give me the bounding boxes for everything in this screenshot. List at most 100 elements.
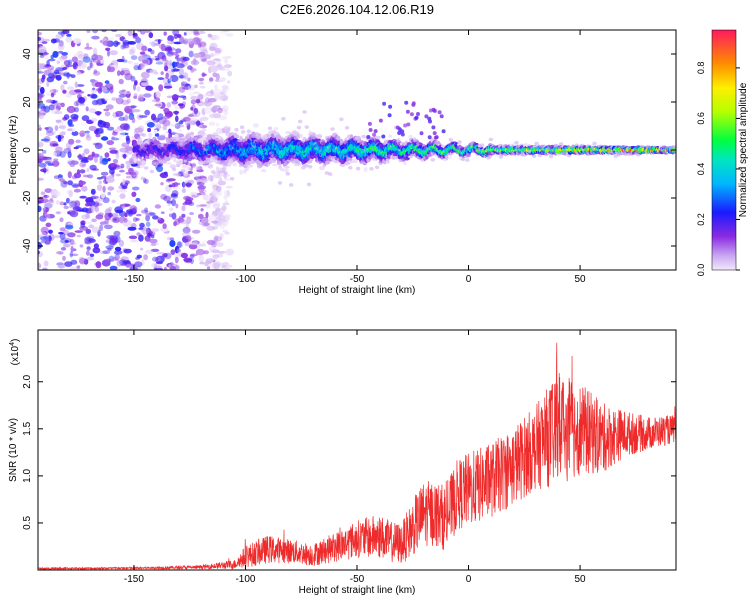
heatmap-cell — [106, 140, 115, 146]
heatmap-cell — [198, 77, 205, 82]
heatmap-cell — [63, 147, 72, 154]
heatmap-cell — [278, 165, 282, 170]
heatmap-cell — [212, 72, 218, 78]
heatmap-cell — [211, 182, 218, 187]
heatmap-cell — [150, 234, 155, 239]
heatmap-cell — [142, 227, 150, 235]
heatmap-cell — [77, 154, 83, 159]
heatmap-cell — [210, 106, 218, 113]
heatmap-cell — [78, 54, 84, 60]
heatmap-cell — [122, 248, 128, 254]
heatmap-cell — [247, 164, 254, 168]
heatmap-cell — [223, 194, 228, 200]
heatmap-cell — [131, 191, 137, 197]
heatmap-cell — [40, 231, 47, 239]
heatmap-cell — [124, 212, 128, 218]
heatmap-cell — [189, 253, 198, 257]
heatmap-cell — [273, 127, 279, 131]
heatmap-cell — [94, 206, 100, 213]
heatmap-cell — [86, 256, 95, 261]
heatmap-cell — [206, 225, 216, 231]
heatmap-cell — [205, 211, 209, 219]
heatmap-cell — [212, 262, 221, 269]
heatmap-cell — [125, 175, 131, 179]
heatmap-cell — [227, 251, 232, 255]
heatmap-cell — [145, 212, 150, 216]
heatmap-cell — [217, 79, 223, 83]
heatmap-cell — [124, 150, 129, 154]
heatmap-cell — [75, 145, 83, 148]
heatmap-cell — [201, 57, 207, 61]
heatmap-cell — [193, 30, 199, 34]
heatmap-cell — [122, 178, 126, 185]
heatmap-cell — [162, 125, 168, 131]
heatmap-cell — [49, 68, 54, 74]
heatmap-cell — [177, 241, 184, 248]
heatmap-cell — [213, 52, 220, 56]
heatmap-cell — [87, 66, 91, 71]
heatmap-cell — [196, 204, 201, 208]
heatmap-cell — [163, 171, 168, 175]
heatmap-cell — [363, 167, 368, 173]
heatmap-cell — [79, 195, 87, 199]
heatmap-cell — [176, 163, 181, 168]
heatmap-cell — [157, 113, 164, 120]
heatmap-cell — [71, 131, 79, 136]
heatmap-cell — [86, 245, 91, 252]
heatmap-cell — [116, 189, 122, 193]
heatmap-cell — [97, 87, 103, 94]
heatmap-cell — [213, 236, 223, 242]
heatmap-cell — [81, 157, 88, 162]
heatmap-cell — [107, 191, 111, 196]
heatmap-cell — [38, 45, 47, 53]
heatmap-cell — [51, 130, 56, 136]
heatmap-cell — [39, 63, 46, 67]
heatmap-cell — [92, 87, 96, 91]
heatmap-cell — [118, 94, 127, 98]
heatmap-cell — [296, 125, 302, 130]
heatmap-cell — [105, 258, 112, 262]
heatmap-cell — [101, 136, 109, 141]
heatmap-cell — [108, 255, 115, 263]
heatmap-cell — [76, 71, 82, 76]
heatmap-cell — [111, 217, 121, 223]
heatmap-cell — [38, 36, 42, 41]
heatmap-cell — [60, 54, 68, 60]
heatmap-cell — [69, 238, 75, 246]
heatmap-cell — [186, 38, 195, 45]
heatmap-cell — [296, 133, 301, 139]
heatmap-cell — [154, 267, 164, 270]
heatmap-cell — [214, 84, 218, 90]
heatmap-cell — [44, 212, 51, 220]
heatmap-cell — [68, 201, 78, 207]
heatmap-cell — [41, 41, 48, 44]
heatmap-cell — [121, 153, 128, 158]
heatmap-cell — [369, 167, 374, 171]
heatmap-cell — [81, 214, 90, 220]
heatmap-cell — [133, 65, 140, 71]
heatmap-cell — [197, 42, 202, 48]
heatmap-cell — [341, 164, 346, 167]
heatmap-cell — [167, 35, 175, 42]
heatmap-cell — [86, 168, 90, 173]
heatmap-cell — [196, 192, 202, 196]
heatmap-cell — [200, 177, 210, 184]
heatmap-cell — [209, 42, 218, 51]
heatmap-cell — [124, 73, 133, 81]
heatmap-cell — [56, 102, 62, 106]
heatmap-cell — [66, 105, 76, 114]
heatmap-cell — [210, 52, 215, 58]
heatmap-cell — [192, 37, 201, 45]
heatmap-cell — [117, 70, 121, 77]
heatmap-cell — [81, 122, 86, 126]
heatmap-cell — [69, 210, 79, 218]
heatmap-cell — [171, 212, 177, 220]
heatmap-cell — [164, 65, 169, 72]
heatmap-cell — [38, 205, 42, 212]
heatmap-cell — [185, 121, 190, 126]
heatmap-cell — [187, 65, 193, 70]
heatmap-cell — [127, 115, 134, 120]
heatmap-cell — [201, 72, 206, 78]
heatmap-cell — [164, 47, 172, 52]
heatmap-cell — [336, 135, 341, 141]
